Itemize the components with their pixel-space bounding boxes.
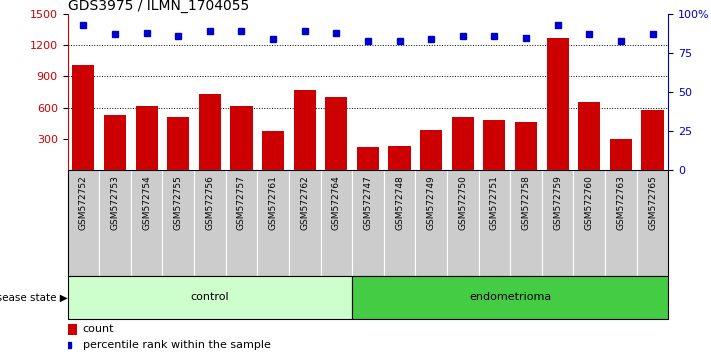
Bar bbox=[199, 94, 221, 170]
Bar bbox=[104, 115, 126, 170]
Bar bbox=[321, 170, 352, 276]
Bar bbox=[610, 139, 632, 170]
Bar bbox=[68, 170, 99, 276]
Bar bbox=[388, 146, 411, 170]
Bar bbox=[451, 117, 474, 170]
Bar bbox=[542, 170, 574, 276]
Bar bbox=[357, 147, 379, 170]
Text: GSM572759: GSM572759 bbox=[553, 175, 562, 230]
Text: GSM572749: GSM572749 bbox=[427, 175, 436, 230]
Bar bbox=[262, 131, 284, 170]
Bar bbox=[605, 170, 637, 276]
Bar bbox=[510, 170, 542, 276]
Bar bbox=[162, 170, 194, 276]
Bar bbox=[136, 105, 158, 170]
Bar bbox=[99, 170, 131, 276]
Bar bbox=[167, 117, 189, 170]
Bar bbox=[289, 170, 321, 276]
Bar bbox=[352, 170, 384, 276]
Bar bbox=[578, 102, 600, 170]
Bar bbox=[131, 170, 162, 276]
Text: GSM572754: GSM572754 bbox=[142, 175, 151, 230]
Bar bbox=[479, 170, 510, 276]
Text: GSM572747: GSM572747 bbox=[363, 175, 373, 230]
Text: GSM572757: GSM572757 bbox=[237, 175, 246, 230]
Text: GSM572758: GSM572758 bbox=[522, 175, 530, 230]
Bar bbox=[73, 65, 95, 170]
Text: GSM572765: GSM572765 bbox=[648, 175, 657, 230]
Bar bbox=[384, 170, 415, 276]
Text: GSM572750: GSM572750 bbox=[459, 175, 467, 230]
Text: percentile rank within the sample: percentile rank within the sample bbox=[82, 340, 270, 350]
Bar bbox=[225, 170, 257, 276]
Text: count: count bbox=[82, 324, 114, 334]
Bar bbox=[194, 170, 225, 276]
Bar bbox=[447, 170, 479, 276]
Bar bbox=[420, 131, 442, 170]
Bar bbox=[325, 97, 348, 170]
Text: GSM572762: GSM572762 bbox=[300, 175, 309, 230]
Bar bbox=[294, 90, 316, 170]
Text: GSM572764: GSM572764 bbox=[332, 175, 341, 230]
Bar bbox=[352, 276, 668, 319]
Text: endometrioma: endometrioma bbox=[469, 292, 551, 302]
Bar bbox=[68, 324, 77, 335]
Text: GSM572756: GSM572756 bbox=[205, 175, 214, 230]
Text: GSM572753: GSM572753 bbox=[110, 175, 119, 230]
Bar bbox=[547, 38, 569, 170]
Text: GSM572761: GSM572761 bbox=[269, 175, 277, 230]
Bar bbox=[415, 170, 447, 276]
Bar bbox=[68, 276, 352, 319]
Bar bbox=[641, 110, 663, 170]
Bar bbox=[257, 170, 289, 276]
Bar bbox=[574, 170, 605, 276]
Text: control: control bbox=[191, 292, 229, 302]
Bar bbox=[637, 170, 668, 276]
Bar bbox=[515, 122, 537, 170]
Bar bbox=[230, 106, 252, 170]
Text: disease state ▶: disease state ▶ bbox=[0, 292, 68, 302]
Bar bbox=[483, 120, 506, 170]
Text: GSM572763: GSM572763 bbox=[616, 175, 626, 230]
Text: GDS3975 / ILMN_1704055: GDS3975 / ILMN_1704055 bbox=[68, 0, 249, 13]
Text: GSM572755: GSM572755 bbox=[173, 175, 183, 230]
Text: GSM572760: GSM572760 bbox=[584, 175, 594, 230]
Text: GSM572752: GSM572752 bbox=[79, 175, 88, 230]
Text: GSM572748: GSM572748 bbox=[395, 175, 404, 230]
Text: GSM572751: GSM572751 bbox=[490, 175, 499, 230]
